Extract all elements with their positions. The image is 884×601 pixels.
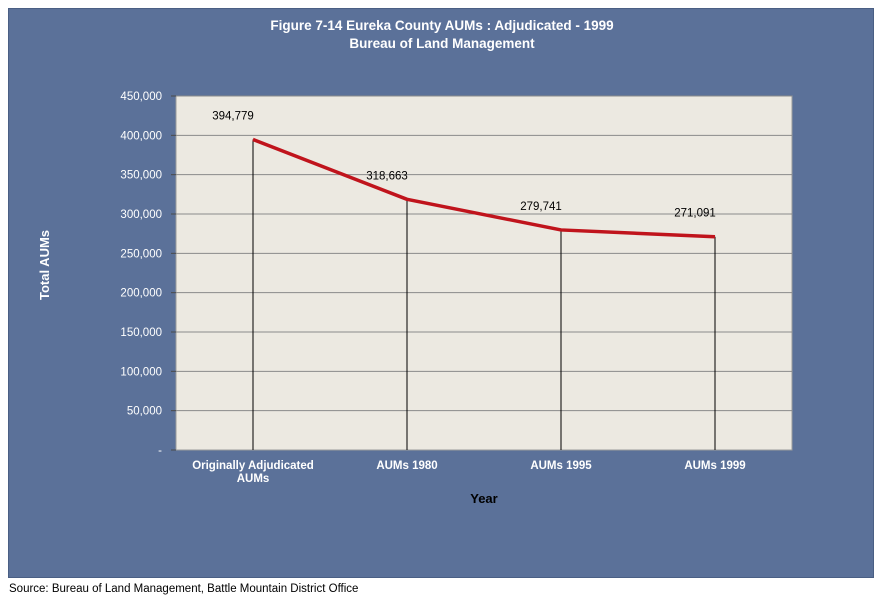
y-tick-label: 200,000 (120, 288, 162, 300)
data-label: 271,091 (674, 208, 716, 220)
y-tick-label: 150,000 (120, 327, 162, 339)
chart-subtitle: Bureau of Land Management (349, 36, 535, 51)
x-tick-label: AUMs 1980 (376, 460, 437, 472)
y-tick-label: 100,000 (120, 366, 162, 378)
x-tick-label: AUMs (237, 473, 270, 485)
x-tick-label: Originally Adjudicated (192, 460, 314, 472)
y-tick-label: 400,000 (120, 130, 162, 142)
x-tick-label: AUMs 1999 (684, 460, 745, 472)
y-tick-label: 250,000 (120, 248, 162, 260)
data-label: 394,779 (212, 110, 254, 122)
source-note: Source: Bureau of Land Management, Battl… (9, 583, 359, 595)
y-axis-title: Total AUMs (37, 230, 52, 300)
data-label: 279,741 (520, 201, 562, 213)
x-tick-label: AUMs 1995 (530, 460, 592, 472)
y-tick-label: 300,000 (120, 209, 162, 221)
chart-title: Figure 7-14 Eureka County AUMs : Adjudic… (270, 18, 614, 33)
plot-area (175, 95, 793, 451)
y-tick-label: 450,000 (120, 91, 162, 103)
data-label: 318,663 (366, 170, 408, 182)
y-tick-label: - (158, 445, 162, 457)
series-line (252, 137, 716, 239)
x-axis-title: Year (470, 491, 497, 506)
y-tick-label: 350,000 (120, 170, 162, 182)
y-tick-label: 50,000 (127, 406, 162, 418)
